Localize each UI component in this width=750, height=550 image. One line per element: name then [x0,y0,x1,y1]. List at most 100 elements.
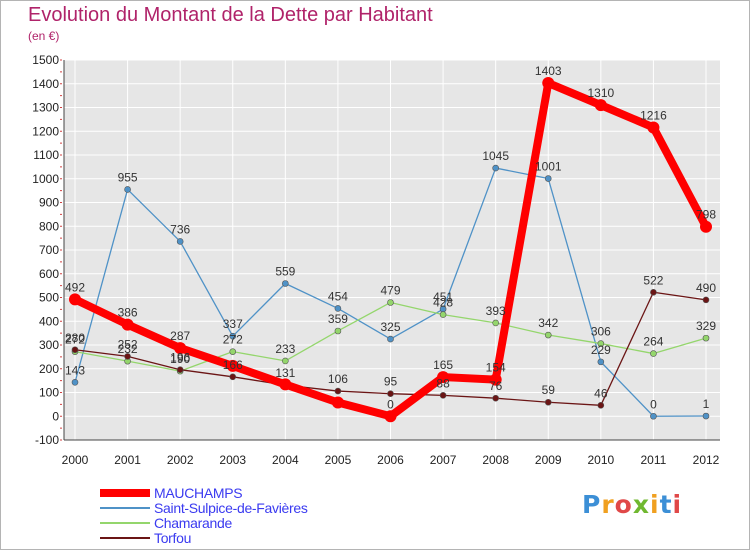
y-tick-label: 800 [39,219,59,233]
data-point [226,359,239,372]
data-label: 232 [118,342,138,356]
x-tick-label: 2008 [482,453,509,467]
data-label: 359 [328,312,348,326]
y-tick-label: 1300 [32,101,59,115]
data-label: 325 [380,320,400,334]
data-point [124,186,131,193]
chart-title: Evolution du Montant de la Dette par Hab… [28,4,433,26]
y-tick-label: 900 [39,196,59,210]
logo-letter: P [582,490,602,519]
data-point [387,390,394,397]
y-tick-label: 0 [52,409,59,423]
data-point [71,378,79,386]
data-label: 386 [118,306,138,320]
data-label: 736 [170,222,190,236]
legend-label-mauchamps: MAUCHAMPS [154,485,243,501]
data-label: 451 [433,290,453,304]
data-label: 492 [65,280,85,294]
data-point [229,348,237,355]
data-point [334,387,342,395]
data-point [71,346,79,354]
data-point [650,350,657,357]
data-point [176,238,184,245]
chart-legend: MAUCHAMPS Saint-Sulpice-de-Favières Cham… [100,485,400,546]
legend-swatch-saint-sulpice [100,507,150,509]
legend-item-mauchamps: MAUCHAMPS [100,485,400,501]
y-tick-label: 1000 [32,172,59,186]
data-point [437,371,450,384]
data-point [229,373,237,381]
chart-unit-subtitle: (en €) [28,29,60,43]
data-label: 479 [380,283,400,297]
data-label: 0 [387,397,394,411]
data-point [282,357,289,365]
data-point [597,358,605,366]
legend-swatch-mauchamps [100,489,150,497]
data-point [544,331,552,339]
y-tick-label: 300 [39,338,59,352]
x-tick-label: 2012 [693,453,720,467]
x-tick-label: 2001 [114,453,141,467]
data-label: 306 [591,325,611,339]
proxiti-logo: Proxiti [582,490,682,519]
y-tick-label: -100 [35,433,59,447]
y-tick-label: 500 [39,291,59,305]
data-label: 454 [328,289,348,303]
data-label: 190 [170,352,190,366]
data-label: 0 [650,397,657,411]
data-label: 106 [328,372,348,386]
x-tick-label: 2006 [377,453,404,467]
data-point [174,342,187,355]
data-label: 233 [275,342,295,356]
data-label: 1001 [535,160,562,174]
data-point [387,299,394,306]
data-label: 166 [223,358,243,372]
logo-letter: x [632,490,650,519]
data-label: 88 [436,376,450,390]
y-tick-label: 1500 [32,53,59,67]
data-point [176,366,184,374]
data-point [124,353,131,360]
data-label: 95 [384,375,398,389]
y-tick-label: 1100 [33,148,59,162]
legend-label-torfou: Torfou [154,530,192,546]
data-point [542,77,555,90]
data-label: 1 [703,397,710,411]
y-tick-label: 200 [39,362,59,376]
x-tick-label: 2011 [641,453,667,467]
x-tick-label: 2003 [219,453,246,467]
data-label: 428 [433,296,453,310]
legend-item-saint-sulpice: Saint-Sulpice-de-Favières [100,500,400,516]
data-point [439,392,447,399]
data-label: 59 [542,383,556,397]
data-label: 337 [223,317,243,331]
logo-letter: o [614,490,633,519]
data-point [492,164,499,172]
x-tick-label: 2005 [325,453,352,467]
data-label: 490 [696,281,716,295]
logo-letter: t [659,490,673,519]
data-label: 154 [486,361,506,375]
data-label: 1310 [587,86,614,100]
data-point [544,398,552,406]
data-label: 559 [275,264,295,278]
data-point [69,293,81,306]
data-point [334,327,342,335]
data-label: 46 [594,386,608,400]
data-label: 342 [538,316,558,330]
logo-letter: r [601,490,615,519]
data-point [597,340,605,347]
data-point [439,311,447,318]
legend-item-chamarande: Chamarande [100,515,400,531]
data-label: 287 [170,329,190,343]
data-label: 798 [696,208,716,222]
legend-label-saint-sulpice: Saint-Sulpice-de-Favières [154,500,308,516]
x-tick-label: 2004 [272,453,299,467]
y-tick-label: 100 [39,386,59,400]
data-point [387,335,394,343]
data-point [384,410,397,423]
data-label: 252 [118,337,138,351]
data-label: 1403 [535,64,562,78]
x-tick-label: 2002 [167,453,194,467]
data-label: 280 [65,331,85,345]
